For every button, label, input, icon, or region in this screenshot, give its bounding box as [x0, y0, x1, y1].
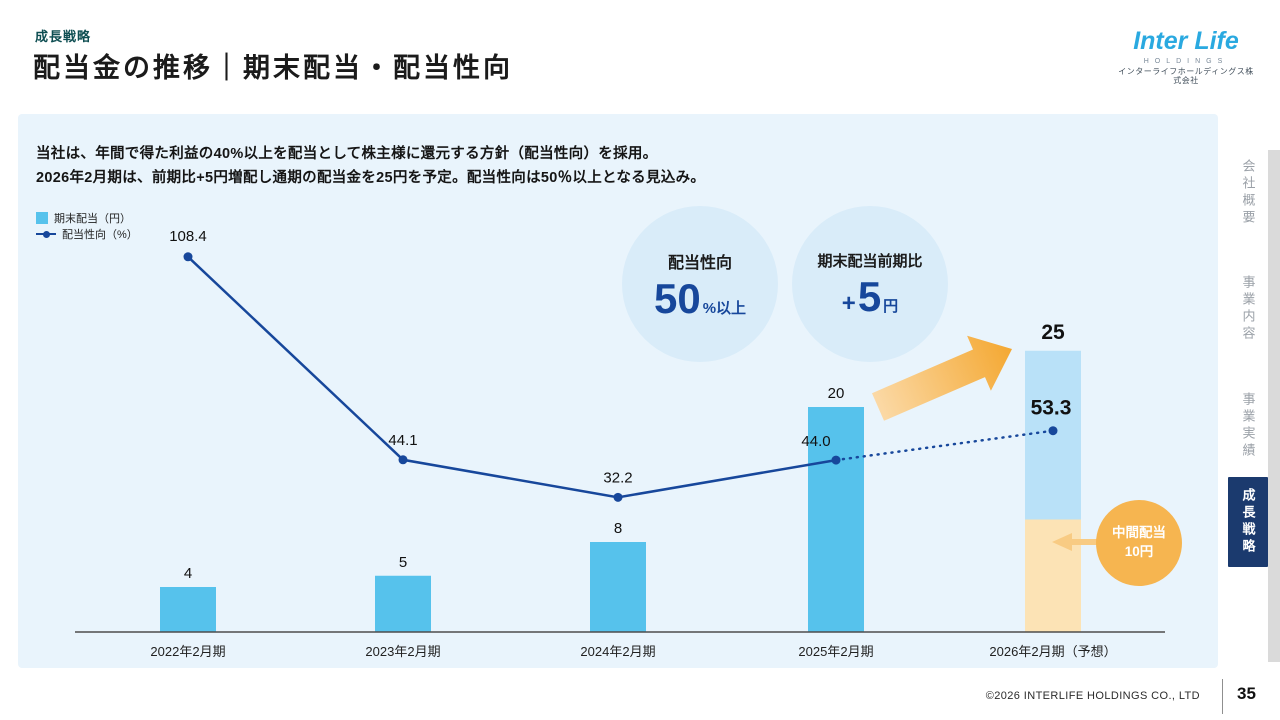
nav-strip	[1268, 150, 1280, 662]
intro-line-1: 当社は、年間で得た利益の40%以上を配当として株主様に還元する方針（配当性向）を…	[36, 146, 658, 162]
bar-value-label: 25	[1041, 321, 1065, 344]
bar-value-label: 8	[614, 520, 622, 537]
logo-company-name: インターライフホールディングス株式会社	[1118, 67, 1254, 85]
dividend-bar	[160, 587, 216, 632]
legend-line-row: 配当性向（%）	[36, 226, 138, 242]
dividend-increase-unit: 円	[883, 298, 899, 315]
payout-ratio-callout-title: 配当性向	[667, 254, 732, 272]
bar-legend-label: 期末配当（円）	[54, 213, 131, 225]
line-value-label: 44.0	[801, 433, 830, 450]
forecast-bar-interim-segment	[1025, 519, 1081, 632]
chart-legend: 期末配当（円） 配当性向（%）	[36, 210, 138, 242]
payout-ratio-point	[1048, 426, 1058, 436]
page-number: 35	[1237, 684, 1256, 703]
legend-bar-row: 期末配当（円）	[36, 210, 138, 226]
dividend-bar	[375, 575, 431, 632]
intro-line-2: 2026年2月期は、前期比+5円増配し通期の配当金を25円を予定。配当性向は50…	[36, 170, 706, 186]
dividend-bar	[590, 542, 646, 632]
interim-dividend-label: 中間配当	[1112, 525, 1166, 541]
dividend-increase-callout-value: + 5 円	[842, 276, 898, 318]
logo-wordmark: Inter Life	[1133, 27, 1239, 55]
x-axis-label: 2024年2月期	[580, 644, 655, 659]
payout-ratio-point	[183, 252, 193, 262]
increase-arrow-icon	[872, 335, 1012, 421]
x-axis-label: 2023年2月期	[365, 644, 440, 659]
chart-panel: 当社は、年間で得た利益の40%以上を配当として株主様に還元する方針（配当性向）を…	[18, 114, 1218, 668]
dividend-increase-callout-title: 期末配当前期比	[817, 253, 923, 270]
page-title: 配当金の推移｜期末配当・配当性向	[33, 53, 513, 83]
x-axis-label: 2026年2月期（予想）	[989, 644, 1116, 659]
footer-divider	[1222, 679, 1223, 714]
payout-ratio-line	[187, 255, 837, 499]
section-label: 成長戦略	[35, 29, 92, 44]
payout-ratio-point	[831, 455, 841, 465]
payout-ratio-suffix: %以上	[702, 299, 747, 317]
dividend-increase-plus-sign: +	[841, 290, 856, 317]
nav-item-company-overview[interactable]: 会社概要	[1240, 159, 1256, 227]
nav-item-business-results[interactable]: 事業実績	[1240, 392, 1256, 460]
company-logo: Inter Life HOLDINGS インターライフホールディングス株式会社	[1118, 27, 1254, 86]
interim-dividend-amount: 10円	[1124, 544, 1154, 559]
chart-layer: 4 2022年2月期 5 2023年2月期 8 2024年2月期 20 2025年2月期 25 2…	[75, 228, 1165, 659]
line-legend-label: 配当性向（%）	[62, 229, 138, 241]
nav-item-business-contents[interactable]: 事業内容	[1240, 275, 1256, 343]
dividend-chart: 4 2022年2月期 5 2023年2月期 8 2024年2月期 20 2025年2月期 25 2…	[75, 228, 1165, 659]
interim-dividend-badge: 中間配当 10円	[1096, 500, 1182, 586]
bar-value-label: 5	[399, 554, 407, 571]
logo-holdings-label: HOLDINGS	[1143, 57, 1229, 65]
interim-arrow-icon	[1052, 533, 1100, 551]
dividend-increase-callout: 期末配当前期比 + 5 円	[792, 206, 948, 362]
dividend-increase-value: 5	[857, 273, 882, 320]
payout-ratio-callout: 配当性向 50 %以上	[622, 206, 778, 362]
bar-legend-swatch-icon	[36, 212, 48, 224]
line-value-label: 44.1	[388, 432, 417, 449]
line-value-label: 32.2	[603, 469, 632, 486]
line-value-label: 53.3	[1031, 397, 1072, 420]
bar-value-label: 4	[184, 565, 192, 582]
payout-ratio-callout-value: 50 %以上	[653, 274, 747, 322]
copyright: ©2026 INTERLIFE HOLDINGS CO., LTD	[985, 690, 1200, 702]
dividend-bar	[808, 407, 864, 632]
payout-ratio-point	[613, 492, 623, 502]
nav-item-growth-strategy[interactable]: 成長戦略	[1228, 477, 1268, 567]
payout-ratio-forecast-line	[834, 429, 1055, 462]
line-value-label: 108.4	[169, 228, 207, 245]
bar-value-label: 20	[828, 385, 845, 402]
payout-ratio-value: 50	[653, 274, 701, 322]
x-axis-label: 2022年2月期	[150, 644, 225, 659]
line-legend-swatch-icon	[36, 230, 56, 238]
payout-ratio-point	[398, 455, 408, 465]
x-axis-label: 2025年2月期	[798, 644, 873, 659]
